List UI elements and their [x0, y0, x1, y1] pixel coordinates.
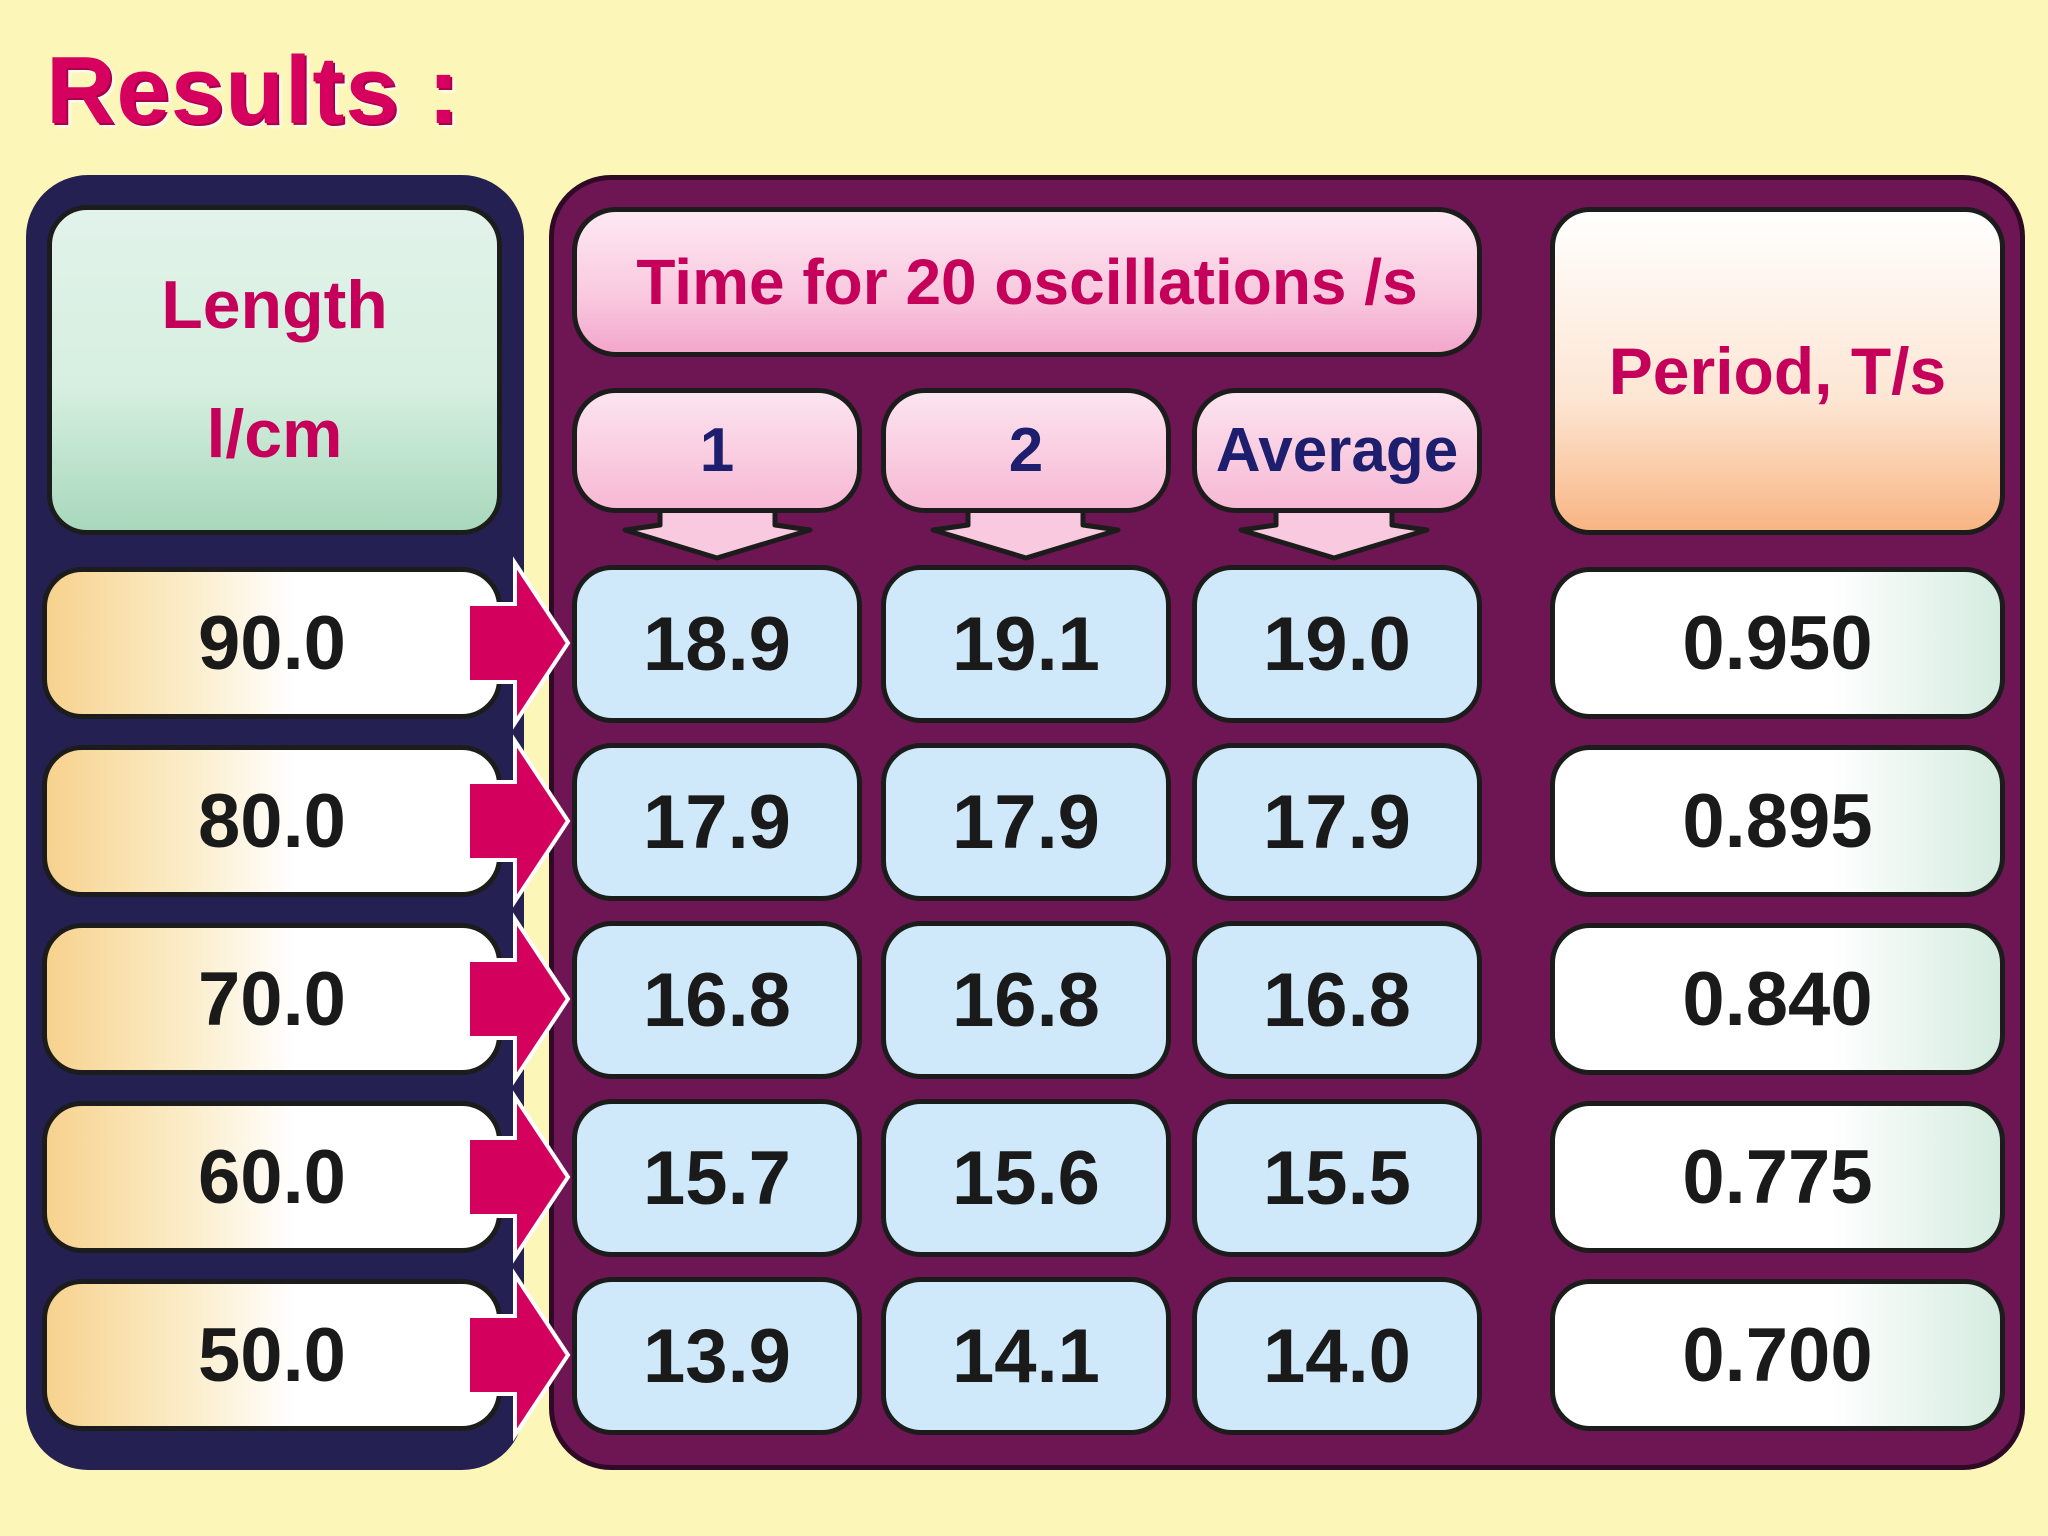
trial-1-cell: 17.9 — [572, 743, 862, 901]
length-cell: 70.0 — [42, 923, 502, 1075]
trial-2-cell: 15.6 — [881, 1099, 1171, 1257]
period-value: 0.895 — [1682, 778, 1873, 864]
length-cell: 80.0 — [42, 745, 502, 897]
trial-1-value: 15.7 — [643, 1135, 791, 1221]
trial-1-header: 1 — [572, 388, 862, 513]
period-cell: 0.775 — [1550, 1101, 2005, 1253]
length-value: 90.0 — [198, 600, 346, 686]
trial-1-cell: 18.9 — [572, 565, 862, 723]
trial-1-header-label: 1 — [699, 416, 735, 485]
average-value: 17.9 — [1263, 779, 1411, 865]
page-title: Results : — [46, 37, 461, 144]
period-value: 0.775 — [1682, 1134, 1873, 1220]
trial-1-value: 17.9 — [643, 779, 791, 865]
period-value: 0.950 — [1682, 600, 1873, 686]
period-header-label: Period, T/s — [1608, 334, 1947, 408]
length-header-unit: l/cm — [206, 396, 343, 472]
period-header: Period, T/s — [1550, 207, 2005, 535]
trial-2-cell: 17.9 — [881, 743, 1171, 901]
period-cell: 0.895 — [1550, 745, 2005, 897]
length-value: 80.0 — [198, 778, 346, 864]
period-cell: 0.840 — [1550, 923, 2005, 1075]
time-header: Time for 20 oscillations /s — [572, 207, 1482, 357]
length-cell: 60.0 — [42, 1101, 502, 1253]
trial-1-cell: 13.9 — [572, 1277, 862, 1435]
average-cell: 16.8 — [1192, 921, 1482, 1079]
trial-2-value: 19.1 — [952, 601, 1100, 687]
trial-2-header: 2 — [881, 388, 1171, 513]
average-cell: 17.9 — [1192, 743, 1482, 901]
average-value: 14.0 — [1263, 1313, 1411, 1399]
period-value: 0.840 — [1682, 956, 1873, 1042]
average-cell: 19.0 — [1192, 565, 1482, 723]
period-cell: 0.950 — [1550, 567, 2005, 719]
average-cell: 15.5 — [1192, 1099, 1482, 1257]
average-cell: 14.0 — [1192, 1277, 1482, 1435]
average-value: 19.0 — [1263, 601, 1411, 687]
trial-2-value: 16.8 — [952, 957, 1100, 1043]
trial-2-value: 17.9 — [952, 779, 1100, 865]
period-cell: 0.700 — [1550, 1279, 2005, 1431]
trial-2-cell: 16.8 — [881, 921, 1171, 1079]
trial-1-value: 16.8 — [643, 957, 791, 1043]
trial-1-value: 18.9 — [643, 601, 791, 687]
length-header-label: Length — [161, 266, 388, 343]
length-value: 70.0 — [198, 956, 346, 1042]
trial-2-header-label: 2 — [1008, 416, 1044, 485]
trial-1-cell: 15.7 — [572, 1099, 862, 1257]
trial-2-value: 14.1 — [952, 1313, 1100, 1399]
trial-2-cell: 19.1 — [881, 565, 1171, 723]
length-header: Length l/cm — [47, 205, 502, 535]
length-cell: 90.0 — [42, 567, 502, 719]
trial-1-cell: 16.8 — [572, 921, 862, 1079]
average-header-label: Average — [1215, 416, 1459, 485]
trial-1-value: 13.9 — [643, 1313, 791, 1399]
trial-2-cell: 14.1 — [881, 1277, 1171, 1435]
average-header: Average — [1192, 388, 1482, 513]
length-value: 60.0 — [198, 1134, 346, 1220]
length-value: 50.0 — [198, 1312, 346, 1398]
average-value: 16.8 — [1263, 957, 1411, 1043]
length-cell: 50.0 — [42, 1279, 502, 1431]
period-value: 0.700 — [1682, 1312, 1873, 1398]
average-value: 15.5 — [1263, 1135, 1411, 1221]
time-header-label: Time for 20 oscillations /s — [636, 246, 1418, 318]
trial-2-value: 15.6 — [952, 1135, 1100, 1221]
